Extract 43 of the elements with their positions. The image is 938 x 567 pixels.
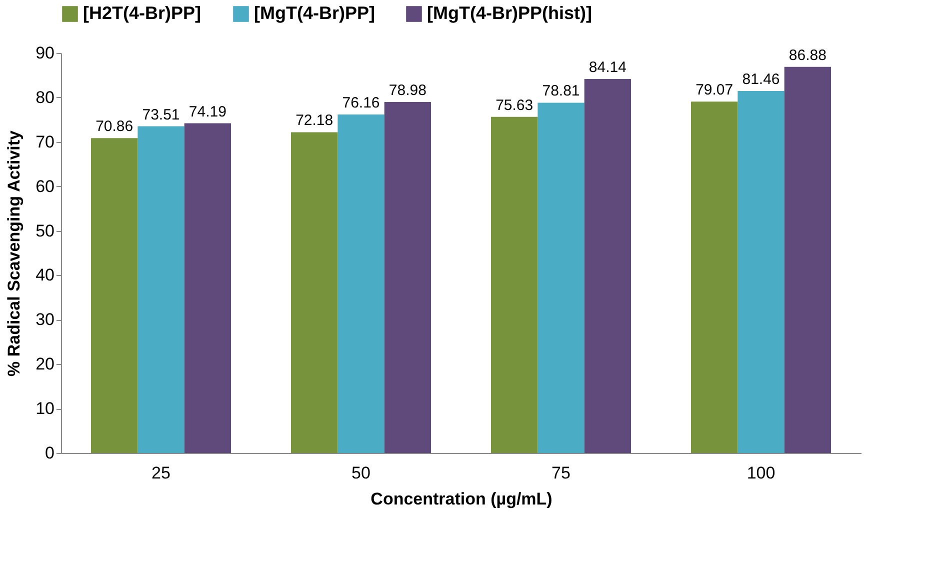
- bar: [291, 132, 338, 453]
- data-label: 70.86: [96, 118, 134, 136]
- bar: [738, 90, 784, 453]
- y-axis-title: % Radical Scavenging Activity: [4, 130, 24, 376]
- bar: [91, 138, 138, 453]
- data-label: 79.07: [696, 82, 734, 99]
- x-tick-label: 25: [152, 464, 170, 482]
- legend-label: [MgT(4-Br)PP]: [254, 3, 375, 23]
- y-tick-label: 30: [36, 310, 54, 330]
- bar: [784, 66, 831, 453]
- data-label: 73.51: [142, 106, 180, 124]
- y-tick-label: 0: [45, 444, 54, 462]
- y-tick-label: 60: [36, 176, 54, 196]
- data-label: 81.46: [742, 70, 780, 88]
- x-tick-label: 100: [746, 464, 776, 482]
- bar: [691, 102, 738, 453]
- data-label: 78.81: [542, 82, 580, 100]
- data-label: 72.18: [296, 112, 334, 130]
- data-label: 75.63: [496, 96, 534, 114]
- x-tick-label: 75: [552, 464, 570, 482]
- legend-label: [H2T(4-Br)PP]: [83, 3, 202, 23]
- y-tick-label: 80: [36, 88, 54, 107]
- data-label: 86.88: [788, 46, 826, 64]
- bar: [338, 114, 384, 453]
- y-tick-label: 50: [36, 221, 54, 240]
- y-tick-label: 90: [36, 44, 54, 62]
- data-label: 84.14: [588, 59, 626, 76]
- y-tick-label: 20: [36, 354, 54, 374]
- bar: [138, 126, 184, 453]
- bar: [384, 102, 431, 453]
- bar: [491, 116, 538, 453]
- legend-label: [MgT(4-Br)PP(hist)]: [427, 3, 592, 23]
- bar: [538, 102, 584, 453]
- x-tick-label: 50: [352, 464, 370, 482]
- bar: [184, 123, 231, 453]
- data-label: 78.98: [388, 82, 426, 99]
- y-tick-label: 70: [36, 132, 54, 152]
- bar: [584, 79, 631, 453]
- y-tick-label: 40: [36, 266, 54, 285]
- y-tick-label: 10: [36, 399, 54, 418]
- data-label: 74.19: [188, 103, 226, 120]
- x-axis-title: Concentration (µg/mL): [370, 490, 552, 508]
- data-label: 76.16: [342, 94, 380, 112]
